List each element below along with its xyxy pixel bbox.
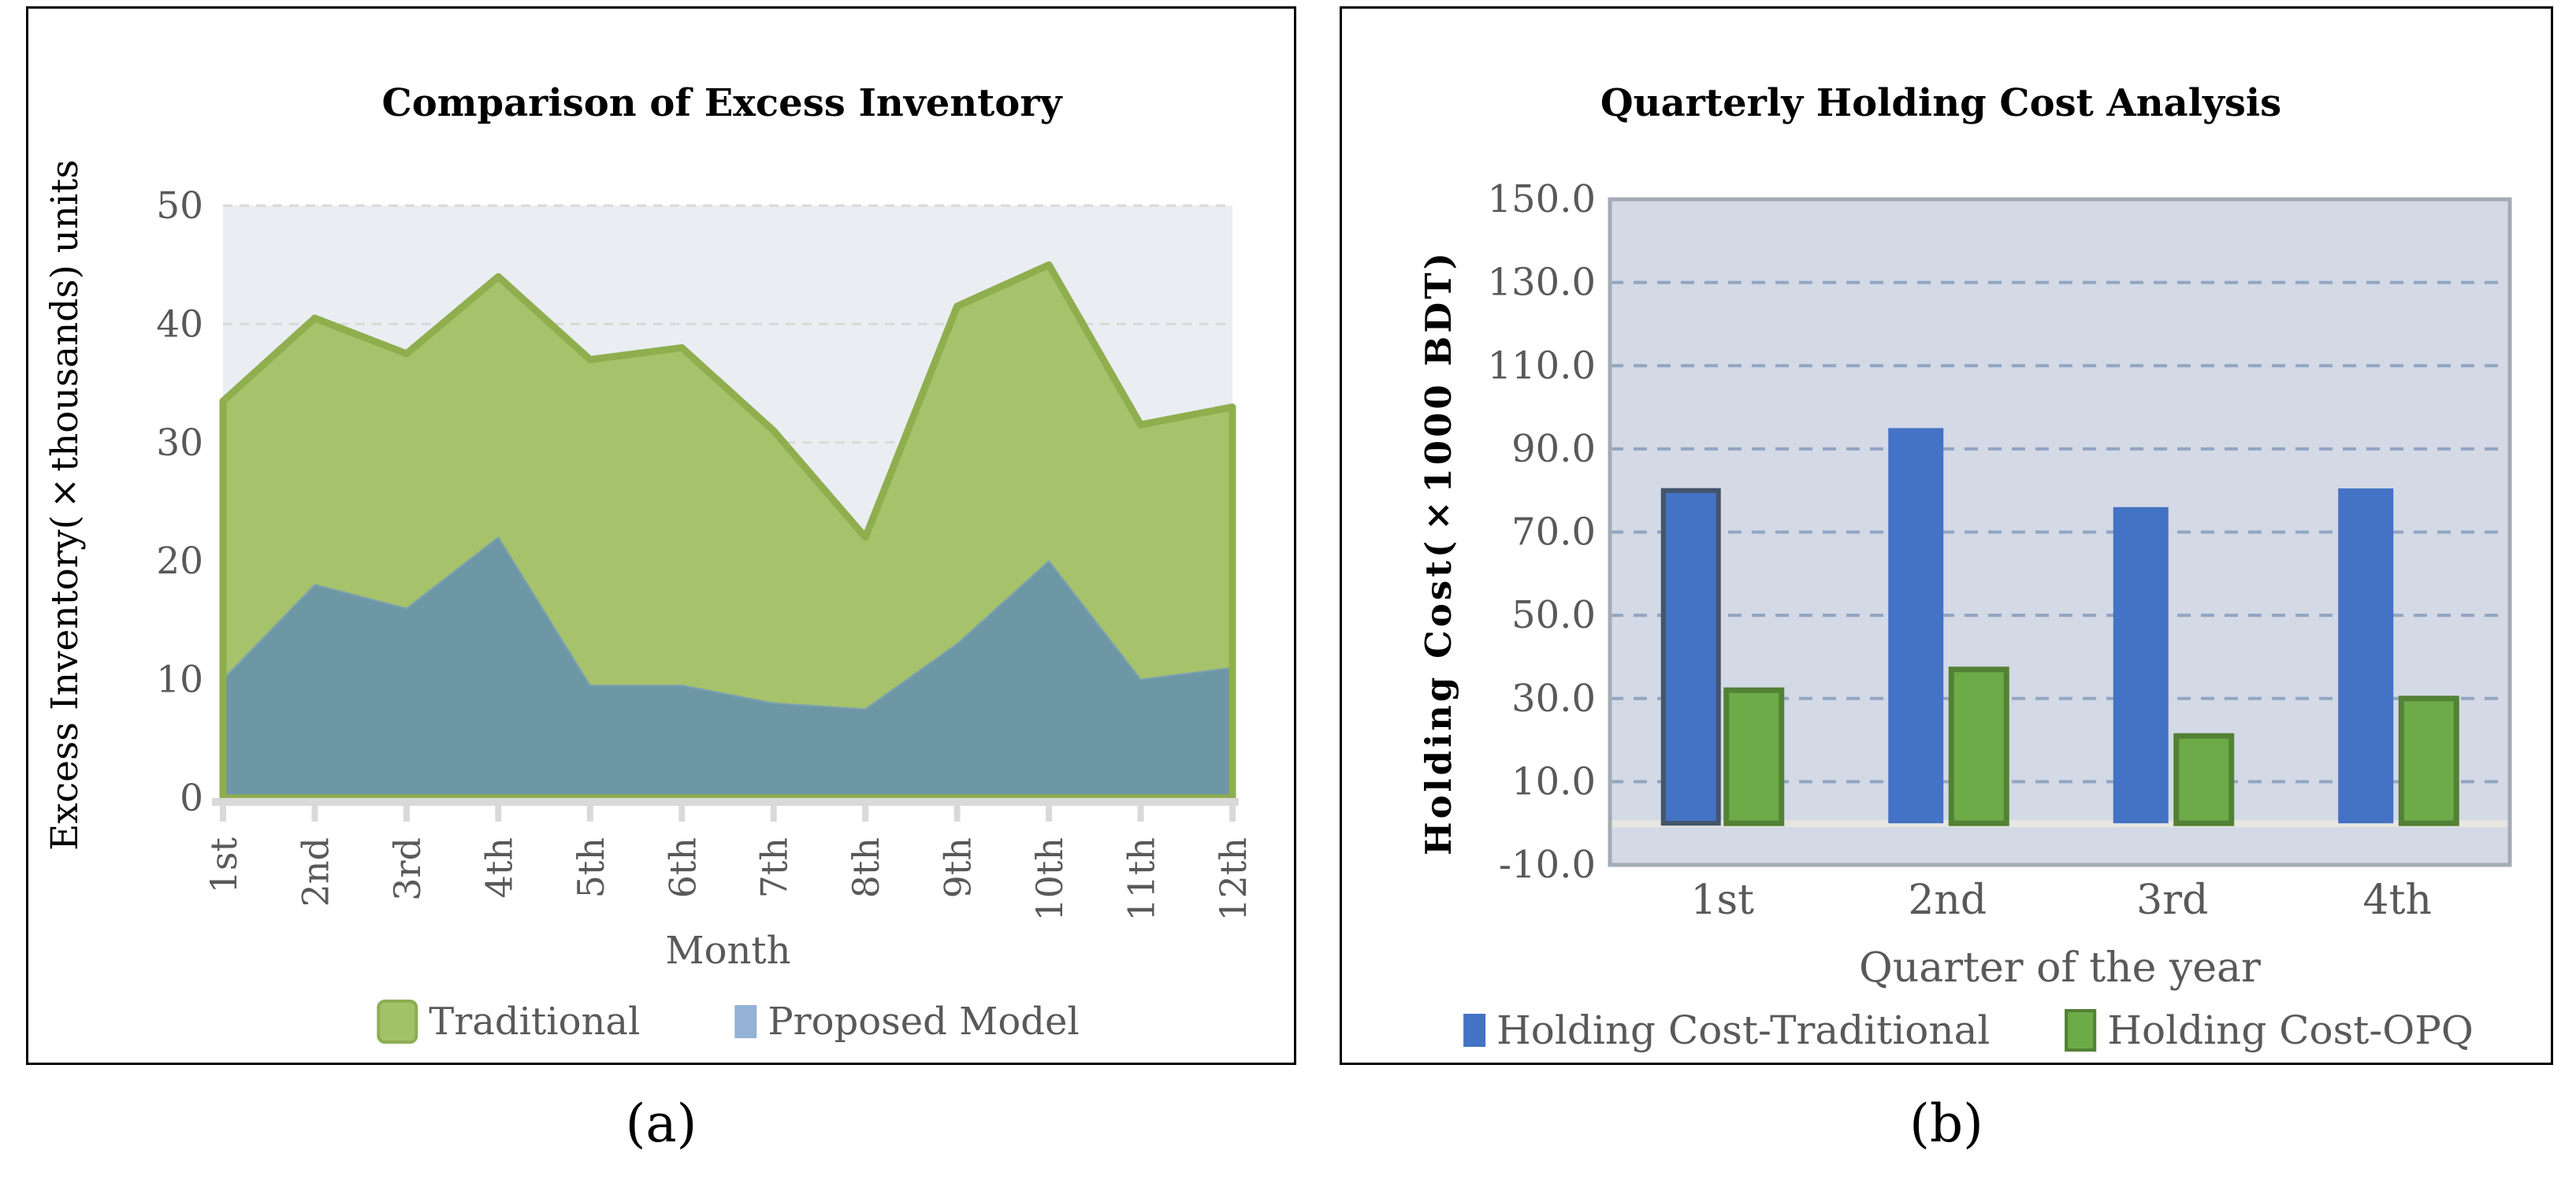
y-tick-label: 30 [156,421,203,465]
y-tick-label: 50 [156,184,203,228]
x-tick-label: 1st [1690,877,1754,924]
bar-holding-cost-traditional-3rd [2113,506,2169,824]
legend-swatch [1463,1014,1486,1047]
y-tick-label: 150.0 [1488,177,1596,221]
legend-swatch [2065,1009,2097,1052]
legend-item-traditional: Traditional [377,1000,640,1044]
x-axis-tick [678,798,686,822]
chart-a-title: Comparison of Excess Inventory [381,81,1062,125]
y-tick-label: 50.0 [1511,593,1596,637]
bar-holding-cost-opq-4th [2398,696,2459,826]
legend-swatch [734,1005,757,1038]
legend-item-holding-cost-opq: Holding Cost-OPQ [2065,1007,2474,1053]
bar-holding-cost-opq-3rd [2173,733,2235,826]
chart-b-title: Quarterly Holding Cost Analysis [1600,81,2282,125]
x-tick-label: 10th [1028,837,1071,922]
bar-holding-cost-traditional-1st [1660,488,1721,826]
x-axis-line [212,798,1239,806]
zero-axis-line [1610,820,2510,828]
plot-border [1608,197,2512,867]
x-axis-tick [1137,798,1144,822]
bar-holding-cost-traditional-4th [2338,488,2394,824]
chart-b-x-axis-title: Quarter of the year [1859,944,2261,992]
y-tick-label: 110.0 [1488,343,1596,388]
legend-label: Traditional [429,1000,641,1044]
chart-a-legend: Traditional Proposed Model [377,1000,1080,1044]
x-tick-label: 2nd [294,837,336,907]
x-tick-label: 8th [845,837,887,898]
area-traditional-border [219,261,1236,802]
caption-a: (a) [625,1093,697,1154]
x-axis-tick [495,798,502,822]
x-axis-tick [311,798,318,822]
bar-holding-cost-traditional-2nd [1888,428,1944,824]
x-tick-label: 3rd [2136,877,2208,924]
x-axis-tick [586,798,593,822]
chart-a-y-axis-title: Excess Inventory(×thousands) units [43,159,87,851]
x-axis-tick [862,798,869,822]
y-tick-label: 10.0 [1511,759,1596,803]
area-proposed-model [222,536,1233,799]
panel-chart-a: 0 10 20 30 40 50 1st 2nd 3rd 4th 5th 6th 7th 8th 9th 10… [26,6,1296,1065]
x-axis-tick [770,798,777,822]
y-tick-label: 30.0 [1511,677,1596,721]
y-tick-label: 130.0 [1488,261,1596,305]
y-tick-label: 70.0 [1511,510,1596,555]
legend-swatch [377,1000,418,1044]
x-tick-label: 5th [570,837,612,898]
x-tick-label: 3rd [386,837,429,901]
y-tick-label: -10.0 [1499,843,1596,887]
x-tick-label: 2nd [1908,877,1987,924]
area-chart-canvas: 0 10 20 30 40 50 1st 2nd 3rd 4th 5th 6th 7th 8th 9th 10… [156,184,1255,922]
y-tick-label: 40 [156,302,203,346]
x-tick-label: 7th [753,837,796,898]
x-axis-tick [953,798,961,822]
caption-b: (b) [1909,1093,1983,1154]
x-tick-label: 1st [203,837,245,893]
y-tick-label: 10 [156,659,203,702]
chart-a-x-axis-title: Month [665,929,791,973]
y-tick-label: 20 [156,540,203,583]
x-axis-tick [403,798,410,822]
x-tick-label: 4th [478,837,520,898]
bar-holding-cost-opq-1st [1723,687,1785,826]
x-axis-tick [1229,798,1236,822]
y-tick-label: 0 [180,777,203,820]
legend-label: Proposed Model [768,1000,1080,1044]
x-axis-tick [1046,798,1053,822]
legend-item-holding-cost-traditional: Holding Cost-Traditional [1463,1007,1990,1053]
y-tick-label: 90.0 [1511,427,1596,471]
chart-b-y-axis-title: Holding Cost(×1000 BDT) [1418,249,1459,855]
x-tick-label: 9th [937,837,979,898]
legend-label: Holding Cost-Traditional [1496,1007,1991,1053]
bar-chart-canvas: 1st 2nd 3rd 4th 150.0 130.0 110.0 90.0 70.0 50.0 3… [1488,177,2512,924]
x-tick-label: 4th [2363,877,2432,924]
legend-item-proposed-model: Proposed Model [734,1000,1080,1044]
chart-b-legend: Holding Cost-Traditional Holding Cost-OPQ [1463,1007,2474,1053]
bar-holding-cost-opq-2nd [1948,666,2009,826]
x-tick-label: 11th [1121,837,1163,922]
panel-chart-b: 1st 2nd 3rd 4th 150.0 130.0 110.0 90.0 70.0 50.0 3… [1340,6,2553,1065]
x-axis-tick [220,798,226,822]
x-tick-label: 12th [1212,837,1255,922]
legend-label: Holding Cost-OPQ [2107,1007,2474,1053]
x-tick-label: 6th [661,837,704,898]
